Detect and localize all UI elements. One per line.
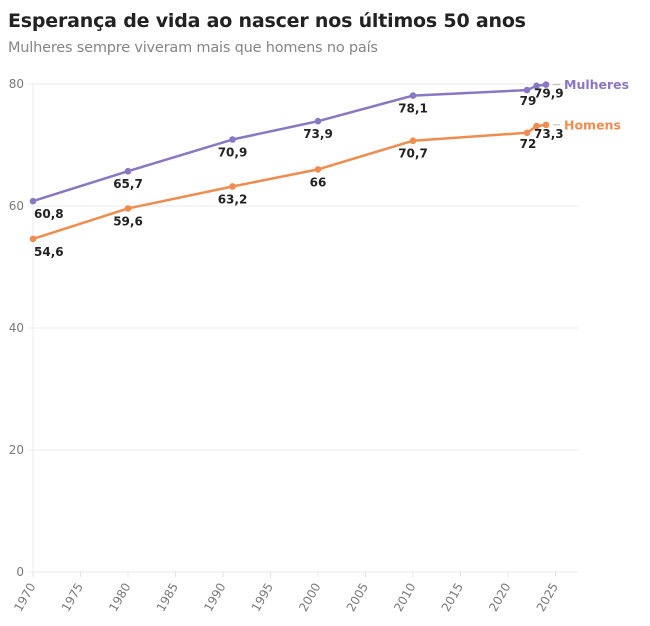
data-label: 73,9 (303, 127, 333, 141)
data-point (229, 183, 236, 190)
y-tick-label: 60 (9, 199, 24, 213)
data-point (409, 137, 417, 145)
x-tick-label: 2015 (439, 581, 466, 614)
data-label: 79 (520, 94, 537, 108)
x-tick-label: 2020 (486, 581, 513, 614)
data-point (314, 117, 322, 125)
data-label: 66 (310, 175, 327, 189)
x-tick-label: 1990 (201, 581, 228, 614)
data-label: 65,7 (113, 177, 143, 191)
x-tick-label: 1970 (11, 581, 38, 614)
data-point (29, 235, 37, 243)
data-label: 54,6 (34, 245, 64, 259)
y-axis: 0 20 40 60 80 (9, 77, 24, 579)
data-point (124, 167, 132, 175)
y-tick-label: 40 (9, 321, 24, 335)
x-tick-label: 1995 (249, 581, 276, 614)
data-point (533, 82, 540, 90)
data-label: 70,9 (218, 146, 248, 160)
data-point (124, 205, 132, 212)
data-point (409, 92, 417, 99)
x-tick-label: 2010 (391, 581, 418, 614)
x-tick-label: 2025 (534, 581, 561, 614)
grid (28, 83, 578, 576)
series-line (32, 83, 547, 203)
y-tick-label: 0 (16, 565, 24, 579)
data-label: 72 (520, 137, 537, 151)
x-tick-label: 2005 (344, 581, 371, 614)
data-label: 63,2 (218, 192, 248, 206)
legend-label-homens: Homens (564, 117, 621, 132)
chart-subtitle: Mulheres sempre viveram mais que homens … (8, 40, 378, 56)
y-tick-label: 80 (9, 77, 24, 91)
data-point (533, 122, 540, 130)
chart-title: Esperança de vida ao nascer nos últimos … (8, 10, 526, 32)
data-label: 78,1 (398, 102, 428, 116)
data-label: 73,3 (534, 127, 564, 141)
data-point (523, 86, 531, 94)
data-point (523, 129, 531, 137)
data-label: 79,9 (534, 87, 564, 101)
data-point (542, 81, 550, 88)
data-label: 60,8 (34, 207, 64, 221)
x-tick-label: 1985 (154, 581, 181, 614)
data-point (314, 166, 322, 173)
series-line (32, 123, 547, 241)
x-tick-label: 2000 (296, 581, 323, 614)
data-point (29, 197, 37, 205)
legend-label-mulheres: Mulheres (564, 77, 629, 92)
data-point (542, 121, 550, 129)
data-label: 59,6 (113, 214, 143, 228)
y-tick-label: 20 (9, 443, 24, 457)
x-tick-label: 1980 (106, 581, 133, 614)
data-point (229, 136, 236, 143)
x-axis: 1970 1975 1980 1985 1990 1995 2000 2005 2010 2015… (11, 572, 561, 614)
x-tick-label: 1975 (59, 581, 86, 614)
data-label: 70,7 (398, 147, 428, 161)
